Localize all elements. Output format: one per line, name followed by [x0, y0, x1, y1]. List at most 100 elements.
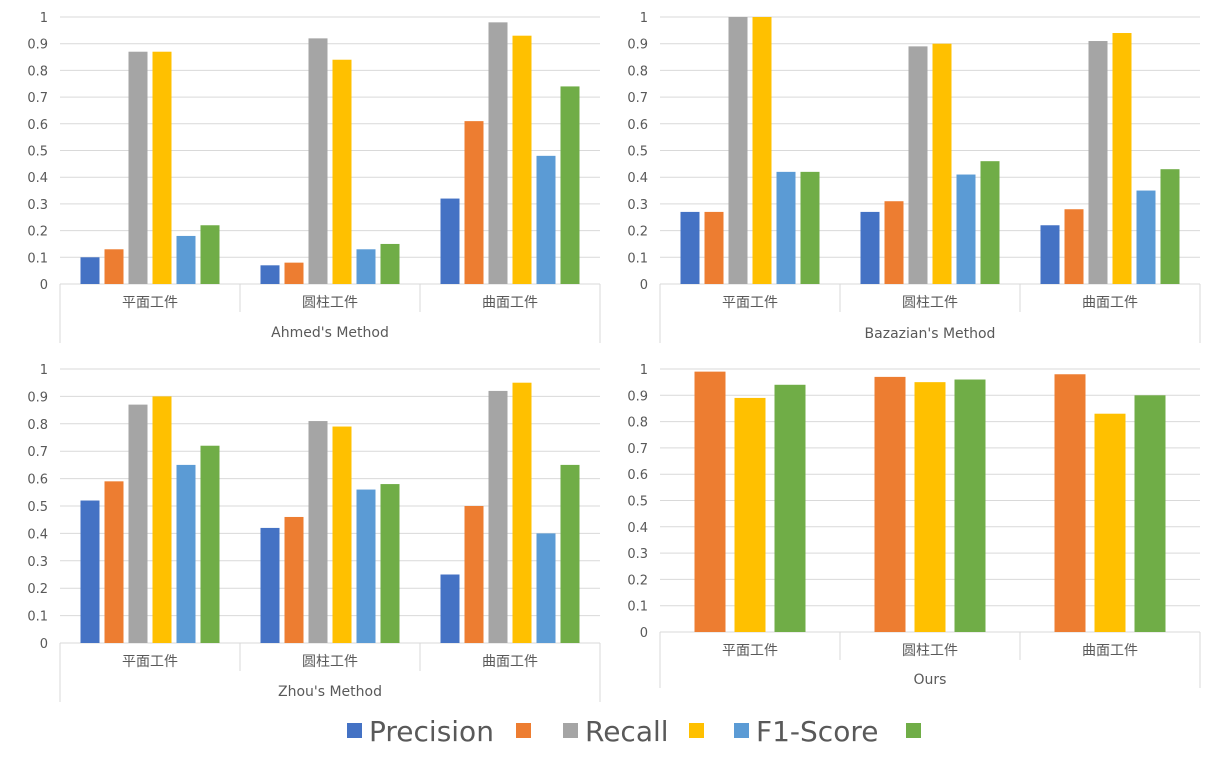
bar	[1064, 209, 1084, 284]
bar	[800, 171, 820, 284]
bar	[956, 174, 976, 284]
bar	[1134, 395, 1166, 632]
bar	[734, 397, 766, 632]
legend-swatch	[734, 723, 749, 738]
bar	[488, 390, 508, 643]
bar	[704, 211, 724, 284]
bar	[104, 249, 124, 284]
bar	[536, 533, 556, 643]
y-tick-label: 0	[640, 278, 648, 293]
bar	[954, 379, 986, 632]
bar	[488, 22, 508, 285]
bar	[332, 59, 352, 284]
bar	[284, 516, 304, 643]
y-tick-label: 0.7	[27, 91, 48, 106]
y-tick-label: 0.9	[27, 390, 48, 405]
y-tick-label: 0.2	[627, 225, 648, 240]
legend-swatch	[563, 723, 578, 738]
bar	[356, 249, 376, 284]
bar	[128, 51, 148, 285]
x-group-label: Ours	[914, 672, 947, 688]
y-tick-label: 0.7	[627, 91, 648, 106]
y-tick-label: 1	[40, 11, 48, 26]
y-tick-label: 0.1	[627, 251, 648, 266]
bar	[332, 426, 352, 643]
y-tick-label: 0.4	[27, 171, 48, 186]
chart-panel-2: 0 0.1 0.2 0.3 0.4 0.5 0.6 0.7 0.8 0.9 1 平面工件 圆柱工件 曲面工…	[627, 11, 1201, 343]
y-tick-label: 0	[40, 278, 48, 293]
bar	[176, 235, 196, 284]
x-category-label: 平面工件	[722, 643, 778, 659]
y-tick-label: 0.1	[627, 600, 648, 615]
chart-panel-4: 0 0.1 0.2 0.3 0.4 0.5 0.6 0.7 0.8 0.9 1 平面工件 圆柱工件 曲面工…	[627, 363, 1201, 688]
y-tick-label: 0.4	[627, 521, 648, 536]
y-tick-label: 0.8	[27, 64, 48, 79]
y-tick-label: 0.3	[27, 198, 48, 213]
legend: Precision Recall F1-Score	[347, 715, 921, 748]
bar	[80, 500, 100, 643]
bar	[1160, 169, 1180, 284]
bar	[680, 211, 700, 284]
bar	[1094, 413, 1126, 632]
x-category-label: 曲面工件	[482, 654, 538, 670]
y-tick-label: 0.1	[27, 610, 48, 625]
x-category-label: 平面工件	[722, 295, 778, 311]
bar	[1088, 41, 1108, 284]
y-tick-label: 0.8	[627, 64, 648, 79]
x-category-label: 曲面工件	[1082, 643, 1138, 659]
y-tick-label: 0.6	[627, 468, 648, 483]
y-tick-label: 0.9	[627, 389, 648, 404]
bar	[440, 198, 460, 284]
y-tick-label: 0.3	[627, 198, 648, 213]
bar	[512, 35, 532, 284]
bar	[884, 201, 904, 284]
bar	[512, 382, 532, 643]
bar	[1054, 374, 1086, 632]
x-category-label: 圆柱工件	[902, 643, 958, 659]
y-tick-label: 0.2	[27, 582, 48, 597]
x-category-label: 圆柱工件	[902, 295, 958, 311]
y-tick-label: 0.8	[627, 416, 648, 431]
y-tick-label: 1	[40, 363, 48, 378]
bar	[308, 38, 328, 284]
x-category-label: 曲面工件	[482, 295, 538, 311]
x-category-label: 圆柱工件	[302, 654, 358, 670]
bar	[1112, 33, 1132, 284]
bar	[776, 171, 796, 284]
bar	[914, 382, 946, 632]
y-tick-label: 1	[640, 11, 648, 26]
bar	[774, 384, 806, 632]
bar	[932, 43, 952, 285]
bar	[464, 506, 484, 643]
bar	[694, 371, 726, 632]
bar	[284, 262, 304, 284]
y-tick-label: 0.5	[27, 500, 48, 515]
x-category-label: 平面工件	[122, 295, 178, 311]
y-tick-label: 0.9	[27, 38, 48, 53]
y-tick-label: 0.5	[27, 145, 48, 160]
bar	[980, 161, 1000, 284]
y-tick-label: 0.2	[627, 573, 648, 588]
y-tick-label: 0.3	[27, 555, 48, 570]
y-tick-label: 1	[640, 363, 648, 378]
legend-label: Recall	[585, 715, 669, 748]
legend-label: F1-Score	[756, 715, 878, 748]
x-category-label: 曲面工件	[1082, 295, 1138, 311]
bar	[104, 481, 124, 643]
bar	[176, 464, 196, 643]
y-tick-label: 0.8	[27, 418, 48, 433]
bar	[80, 257, 100, 284]
bar	[128, 404, 148, 643]
bar	[464, 121, 484, 284]
y-tick-label: 0.6	[27, 118, 48, 133]
y-tick-label: 0.7	[627, 442, 648, 457]
bar	[1136, 190, 1156, 284]
bar	[380, 484, 400, 643]
y-tick-label: 0.5	[627, 495, 648, 510]
bar	[356, 489, 376, 643]
y-tick-label: 0.6	[627, 118, 648, 133]
legend-swatch	[347, 723, 362, 738]
y-tick-label: 0.9	[627, 38, 648, 53]
